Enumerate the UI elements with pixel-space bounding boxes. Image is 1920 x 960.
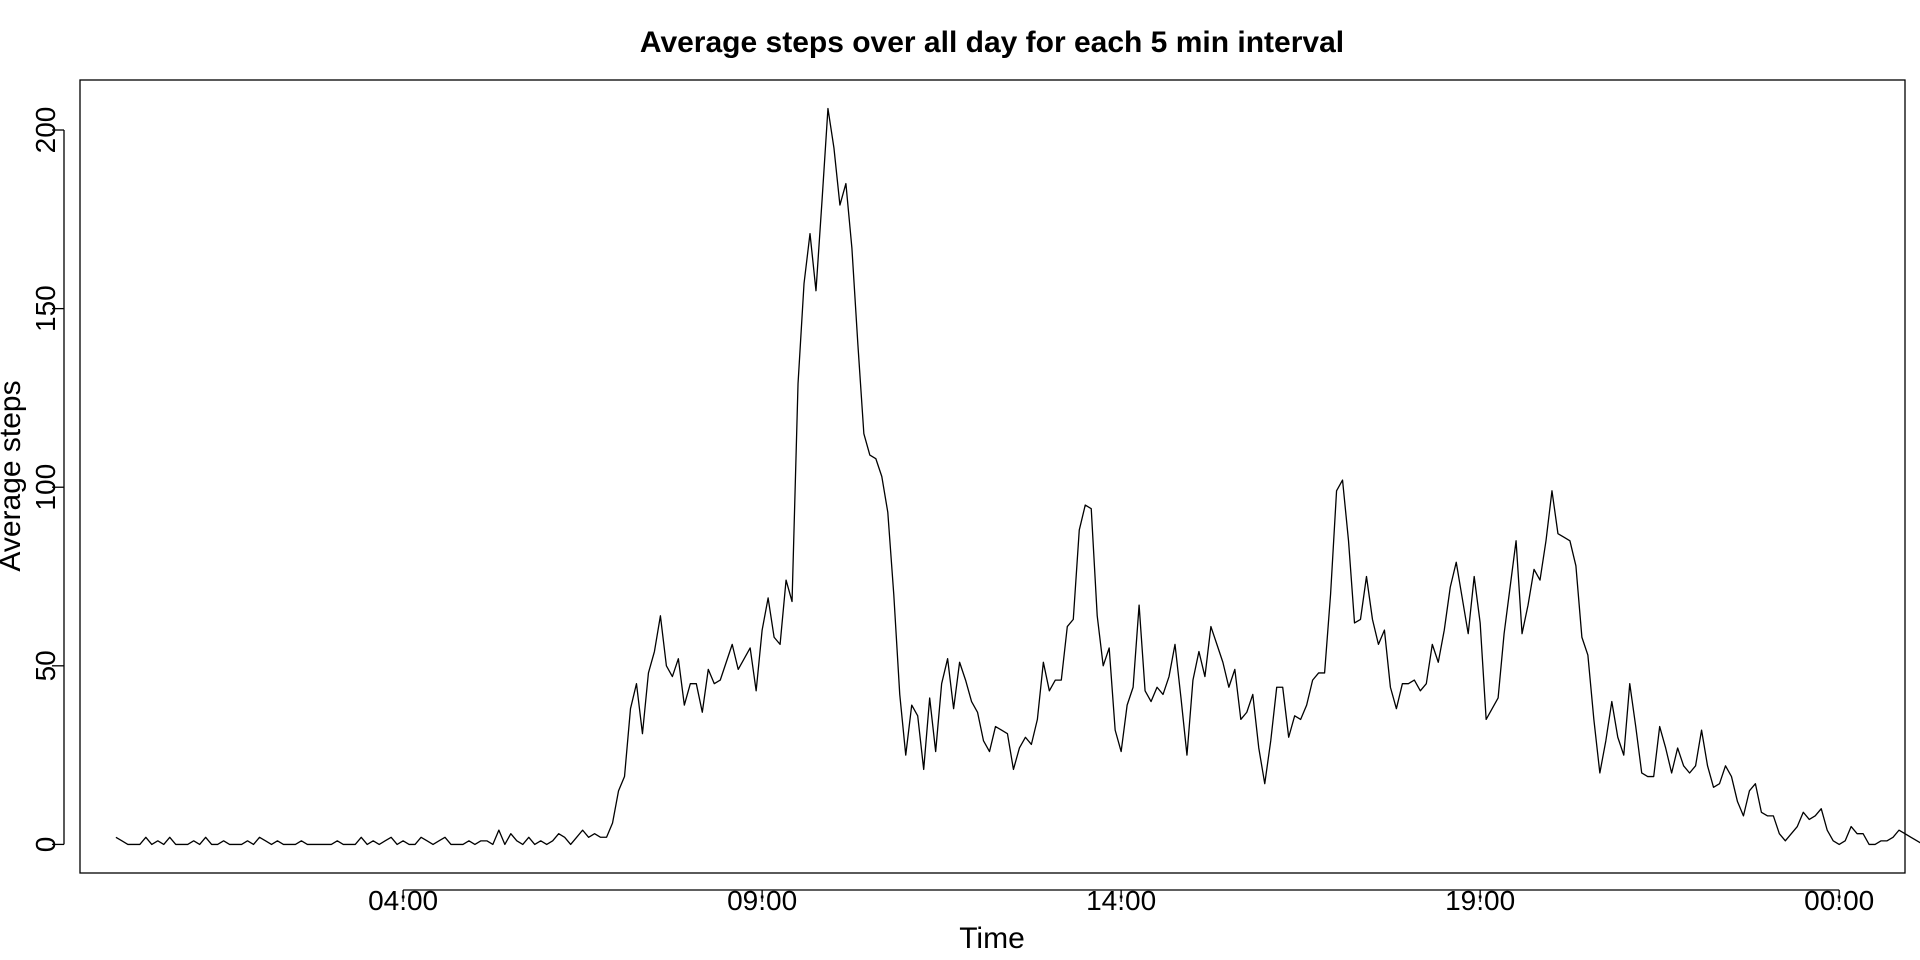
x-tick-label: 04:00 xyxy=(368,885,438,916)
x-tick-label: 09:00 xyxy=(727,885,797,916)
y-tick-label: 0 xyxy=(30,837,61,853)
y-tick-label: 200 xyxy=(30,107,61,154)
y-tick-label: 100 xyxy=(30,464,61,511)
x-tick-label: 14:00 xyxy=(1086,885,1156,916)
x-axis: 04:00 09:00 14:00 19:00 00:00 xyxy=(368,885,1874,916)
chart-title: Average steps over all day for each 5 mi… xyxy=(640,26,1344,59)
y-axis: 0 50 100 150 200 xyxy=(30,107,65,853)
y-tick-label: 50 xyxy=(30,650,61,681)
plot-frame xyxy=(79,79,1906,874)
y-axis-label: Average steps xyxy=(0,380,27,571)
x-tick-label: 00:00 xyxy=(1804,885,1874,916)
x-tick-label: 19:00 xyxy=(1445,885,1515,916)
series-line xyxy=(115,107,1920,846)
y-tick-label: 150 xyxy=(30,285,61,332)
x-axis-label: Time xyxy=(959,922,1025,955)
